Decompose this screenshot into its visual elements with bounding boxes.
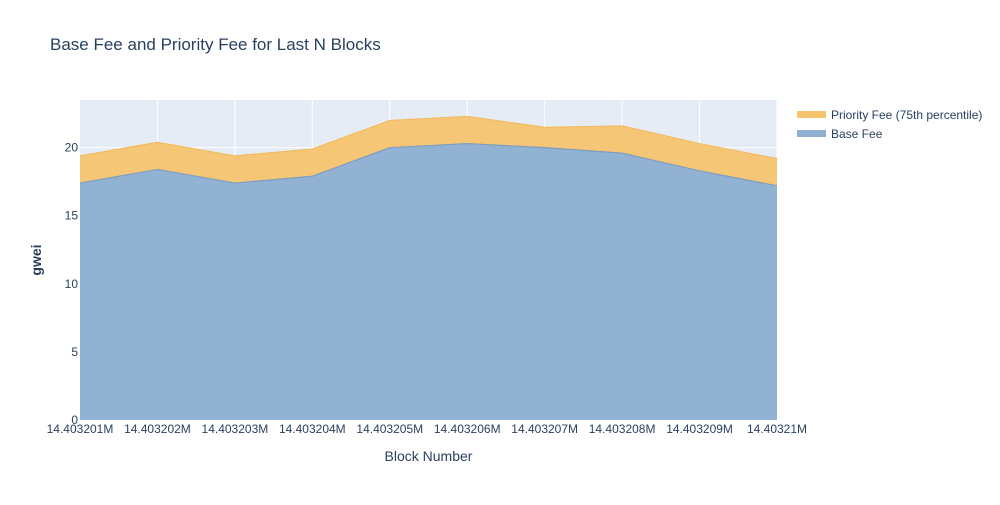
- y-tick-label: 15: [65, 209, 79, 223]
- x-tick-label: 14.403201M: [47, 422, 114, 436]
- chart-title: Base Fee and Priority Fee for Last N Blo…: [50, 35, 381, 54]
- y-tick-label: 0: [71, 413, 78, 427]
- y-tick-label: 20: [65, 141, 79, 155]
- legend-swatch: [797, 111, 826, 118]
- x-tick-label: 14.403205M: [356, 422, 423, 436]
- x-tick-label: 14.403202M: [124, 422, 191, 436]
- series-areas: [79, 115, 778, 420]
- y-axis: 0 5 10 15 20: [65, 141, 79, 427]
- priority-fee-area[interactable]: [80, 116, 777, 186]
- priority-fee-line: [79, 115, 778, 160]
- y-tick-label: 10: [65, 277, 79, 291]
- y-tick-label: 5: [71, 345, 78, 359]
- base-fee-line: [79, 142, 778, 187]
- x-tick-label: 14.403207M: [511, 422, 578, 436]
- x-tick-label: 14.403208M: [589, 422, 656, 436]
- legend-swatch: [797, 130, 826, 137]
- x-tick-label: 14.403204M: [279, 422, 346, 436]
- x-tick-label: 14.40321M: [747, 422, 807, 436]
- legend-label: Priority Fee (75th percentile): [831, 108, 982, 122]
- x-axis: 14.403201M 14.403202M 14.403203M 14.403204M…: [47, 422, 807, 436]
- y-axis-title: gwei: [28, 244, 44, 275]
- base-fee-area[interactable]: [80, 143, 777, 420]
- legend-item[interactable]: Priority Fee (75th percentile): [797, 108, 982, 122]
- x-tick-label: 14.403203M: [202, 422, 269, 436]
- x-tick-label: 14.403206M: [434, 422, 501, 436]
- legend-label: Base Fee: [831, 127, 883, 141]
- x-axis-title: Block Number: [385, 448, 473, 464]
- legend-item[interactable]: Base Fee: [797, 127, 883, 141]
- x-tick-label: 14.403209M: [666, 422, 733, 436]
- legend[interactable]: Priority Fee (75th percentile) Base Fee: [797, 108, 982, 141]
